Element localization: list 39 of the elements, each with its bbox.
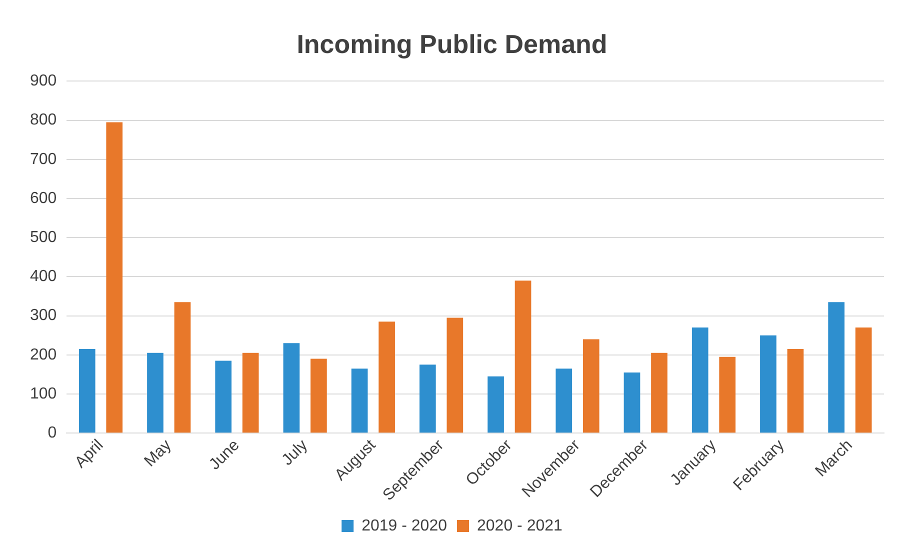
bar [787,349,804,433]
legend-label: 2019 - 2020 [362,517,448,534]
y-tick-label: 600 [30,190,57,207]
bar [215,360,232,433]
bar [310,358,327,433]
x-tick-label: May [141,436,175,470]
chart-title: Incoming Public Demand [296,28,608,59]
bar [624,372,640,433]
bar [855,328,872,433]
bar [106,122,123,433]
y-tick-label: 0 [48,424,57,442]
y-tick-label: 800 [30,112,57,129]
bar [719,356,736,433]
bar [174,302,191,433]
y-tick-label: 300 [30,307,57,324]
bar [692,328,708,433]
bar [446,318,464,433]
bar [514,280,532,433]
bar [147,352,164,433]
bar [420,364,436,433]
y-tick-label: 400 [30,268,57,286]
bar [828,302,844,433]
x-tick-label: July [278,436,312,469]
y-tick-label: 100 [30,385,57,402]
y-tick-label: 200 [30,346,57,364]
y-tick-label: 700 [30,150,57,168]
bar [488,376,504,433]
y-tick-label: 900 [30,72,57,90]
y-tick-label: 500 [30,229,57,246]
bar [78,349,96,433]
legend-label: 2020 - 2021 [477,517,563,534]
bar [760,335,776,433]
bar [378,322,395,433]
bar [556,368,572,433]
bar [351,368,368,433]
bar [283,343,300,433]
bar [242,352,259,433]
bar [582,339,600,433]
bar [651,352,668,433]
